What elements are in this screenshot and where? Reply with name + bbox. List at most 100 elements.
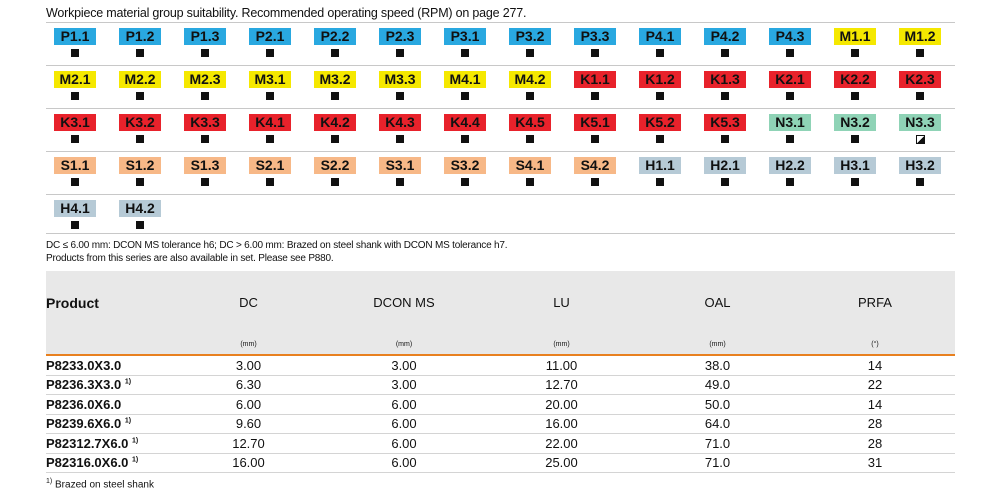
material-cell: P4.2 [696,23,761,65]
material-code-badge: S2.2 [314,157,356,174]
material-code-badge: H2.1 [704,157,746,174]
material-code-badge: K5.2 [639,114,681,131]
suitability-mark [851,92,859,100]
material-cell: M4.2 [501,66,566,108]
suitability-mark [786,178,794,186]
unit-product [46,334,172,356]
notes: DC ≤ 6.00 mm: DCON MS tolerance h6; DC >… [46,240,508,265]
material-cell: K1.1 [566,66,631,108]
table-row: P82312.7X6.0 1) 12.70 6.00 22.00 71.0 28 [46,433,955,454]
page-title: Workpiece material group suitability. Re… [46,6,527,20]
partial-suitability-mark [916,135,925,144]
material-cell: P4.3 [761,23,826,65]
suitability-mark [71,135,79,143]
material-code-badge: M4.2 [509,71,551,88]
material-code-badge: K2.2 [834,71,876,88]
prfa-value: 14 [795,355,955,376]
suitability-mark [526,178,534,186]
material-code-badge: K3.2 [119,114,161,131]
material-cell: N3.1 [761,109,826,151]
material-cell: P2.1 [241,23,306,65]
material-cell: K4.1 [241,109,306,151]
material-row: K3.1 K3.2 K3.3 K4.1 K4.2 K4.3 K4.4 K4.5 K5.1 K5.2… [46,108,955,151]
material-cell: S3.1 [371,152,436,194]
table-row: P8236.3X3.0 1) 6.30 3.00 12.70 49.0 22 [46,375,955,395]
suitability-mark [201,49,209,57]
material-row: P1.1 P1.2 P1.3 P2.1 P2.2 P2.3 P3.1 P3.2 P3.3 P4.1… [46,22,955,65]
suitability-mark [266,135,274,143]
footnote-marker: 1) [46,478,53,485]
material-code-badge: S1.3 [184,157,226,174]
material-code-badge: P2.1 [249,28,291,45]
material-code-badge: H4.1 [54,200,96,217]
material-cell: S4.2 [566,152,631,194]
material-code-badge: S2.1 [249,157,291,174]
material-cell: P1.2 [111,23,176,65]
suitability-mark [721,135,729,143]
material-code-badge: H2.2 [769,157,811,174]
material-cell: H4.1 [46,195,111,237]
material-suitability-grid: P1.1 P1.2 P1.3 P2.1 P2.2 P2.3 P3.1 P3.2 P3.3 P4.1… [46,22,955,237]
material-code-badge: M2.1 [54,71,96,88]
grid-divider [46,233,955,234]
material-cell: M2.2 [111,66,176,108]
prfa-value: 22 [795,375,955,395]
suitability-mark [656,178,664,186]
material-code-badge: M2.2 [119,71,161,88]
product-code: P82316.0X6.0 1) [46,453,172,473]
material-cell: K5.2 [631,109,696,151]
suitability-mark [201,178,209,186]
suitability-mark [201,92,209,100]
material-cell: H2.2 [761,152,826,194]
suitability-mark [396,92,404,100]
suitability-mark [136,92,144,100]
dcon-value: 6.00 [325,453,483,473]
dcon-value: 6.00 [325,433,483,454]
suitability-mark [461,135,469,143]
material-code-badge: S1.2 [119,157,161,174]
suitability-mark [916,92,924,100]
lu-value: 16.00 [483,414,640,434]
material-code-badge: S4.1 [509,157,551,174]
oal-value: 64.0 [640,414,795,434]
suitability-mark [71,92,79,100]
material-code-badge: P1.3 [184,28,226,45]
material-code-badge: N3.2 [834,114,876,131]
suitability-mark [331,178,339,186]
unit-oal: (mm) [640,334,795,356]
prfa-value: 31 [795,453,955,473]
suitability-mark [331,135,339,143]
material-cell: K4.4 [436,109,501,151]
suitability-mark [656,92,664,100]
material-cell: K3.1 [46,109,111,151]
material-cell: P1.1 [46,23,111,65]
suitability-mark [201,135,209,143]
suitability-mark [721,49,729,57]
product-code: P82312.7X6.0 1) [46,433,172,454]
suitability-mark [851,135,859,143]
header-dc: DC [172,271,325,334]
material-cell: P4.1 [631,23,696,65]
oal-value: 38.0 [640,355,795,376]
material-code-badge: N3.1 [769,114,811,131]
prfa-value: 28 [795,433,955,454]
material-cell: K1.2 [631,66,696,108]
note-tolerance: DC ≤ 6.00 mm: DCON MS tolerance h6; DC >… [46,240,508,251]
material-cell: M4.1 [436,66,501,108]
suitability-mark [396,178,404,186]
unit-dc: (mm) [172,334,325,356]
material-cell: M1.2 [891,23,956,65]
material-code-badge: P2.3 [379,28,421,45]
material-cell: H1.1 [631,152,696,194]
material-code-badge: K4.1 [249,114,291,131]
material-row: M2.1 M2.2 M2.3 M3.1 M3.2 M3.3 M4.1 M4.2 K1.1 K1.2… [46,65,955,108]
footnote-text: Brazed on steel shank [55,479,154,491]
material-cell: K3.2 [111,109,176,151]
dcon-value: 6.00 [325,414,483,434]
note-set: Products from this series are also avail… [46,252,334,264]
dc-value: 9.60 [172,414,325,434]
product-code-text: P8239.6X6.0 [46,416,122,432]
header-product: Product [46,271,172,334]
material-cell: P2.2 [306,23,371,65]
material-code-badge: K4.3 [379,114,421,131]
